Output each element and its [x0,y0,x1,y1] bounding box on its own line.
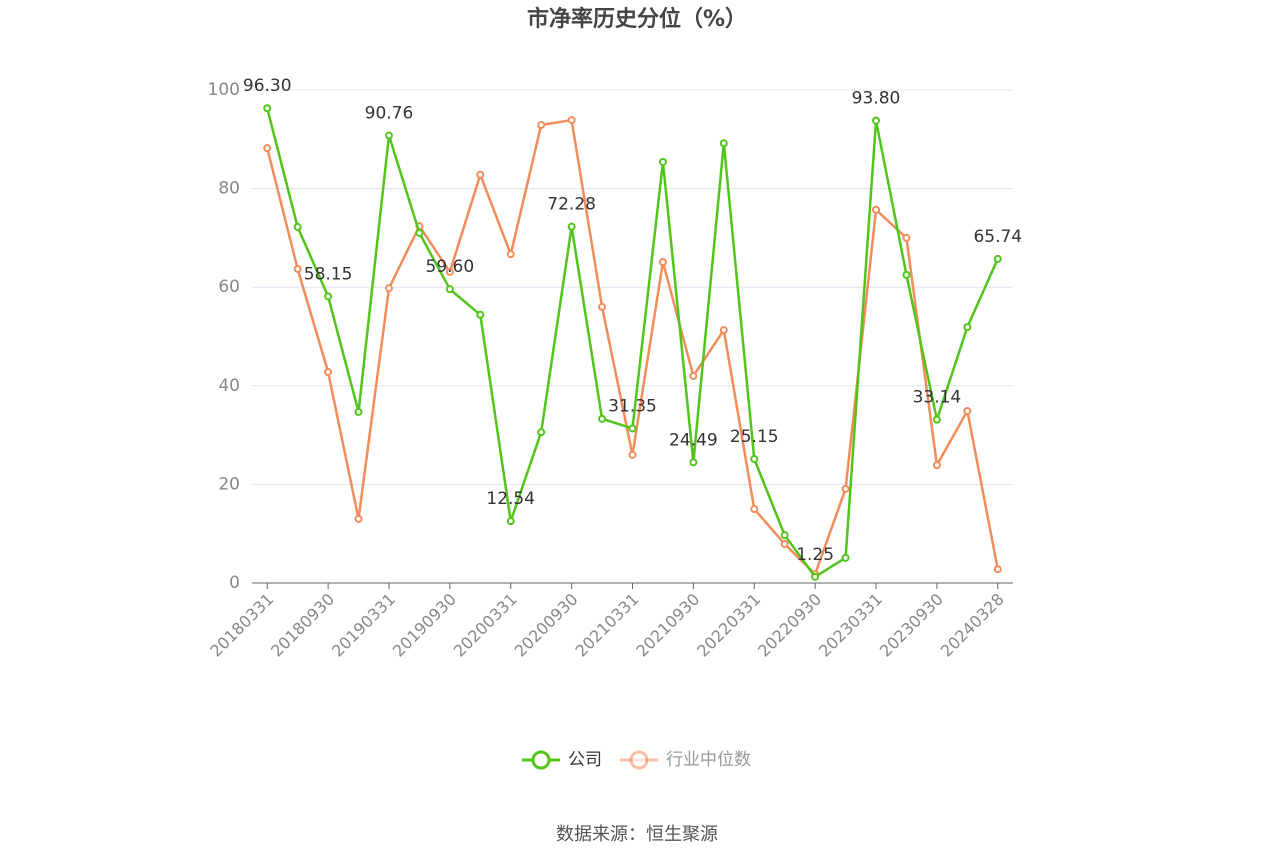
x-tick-label: 20180331 [206,590,277,661]
data-point [872,116,881,125]
data-point [445,285,454,294]
data-point [415,228,424,237]
data-point [993,565,1002,574]
data-point [324,292,333,301]
data-point [658,157,667,166]
data-point [384,131,393,140]
data-label: 90.76 [365,104,414,124]
data-point [872,205,881,214]
data-point [750,505,759,514]
data-point [445,267,454,276]
data-point [963,323,972,332]
data-point [811,572,820,581]
data-point [628,424,637,433]
x-tick-label: 20210331 [571,590,642,661]
data-label: 96.30 [243,76,292,96]
data-point [780,540,789,549]
x-tick-label: 20240328 [937,590,1008,661]
data-point [537,121,546,130]
x-tick-label: 20210930 [632,590,703,661]
data-point [841,484,850,493]
data-point [567,222,576,231]
data-point [506,517,515,526]
data-point [902,233,911,242]
data-point [689,458,698,467]
data-point [658,258,667,267]
legend-label: 公司 [568,750,602,770]
data-label: 31.35 [608,396,657,416]
data-point [780,531,789,540]
data-label: 12.54 [486,489,535,509]
data-point [932,415,941,424]
data-label: 25.15 [730,427,779,447]
data-point [263,144,272,153]
data-point [293,223,302,232]
data-label: 58.15 [304,264,353,284]
data-point [719,139,728,148]
data-label: 1.25 [796,545,834,565]
data-point [719,326,728,335]
data-label: 24.49 [669,430,718,450]
data-point [963,406,972,415]
legend-marker [531,750,551,770]
data-point [263,104,272,113]
data-label: 65.74 [973,227,1022,247]
y-tick-label: 40 [218,376,240,396]
data-point [476,170,485,179]
data-label: 93.80 [852,89,901,109]
data-point [689,371,698,380]
data-point [324,367,333,376]
data-point [993,254,1002,263]
data-point [628,450,637,459]
series-line [266,107,999,579]
data-point [354,407,363,416]
x-tick-label: 20220331 [693,590,764,661]
x-tick-label: 20180930 [267,590,338,661]
data-point [384,284,393,293]
x-tick-label: 20230331 [815,590,886,661]
data-point [598,414,607,423]
y-tick-label: 100 [208,80,240,100]
x-tick-label: 20220930 [754,590,825,661]
data-point [293,264,302,273]
data-point [902,270,911,279]
source-note: 数据来源：恒生聚源 [556,824,718,845]
data-point [841,553,850,562]
y-tick-label: 0 [229,573,240,593]
legend-marker [629,750,649,770]
x-tick-label: 20200930 [511,590,582,661]
data-point [476,310,485,319]
chart-title: 市净率历史分位（%） [527,6,747,32]
data-point [750,455,759,464]
legend-label: 行业中位数 [666,750,751,770]
y-tick-label: 80 [218,179,240,199]
y-tick-label: 20 [218,474,240,494]
x-tick-label: 20230930 [876,590,947,661]
data-point [537,428,546,437]
x-tick-label: 20190331 [328,590,399,661]
data-point [932,461,941,470]
data-point [354,514,363,523]
x-tick-label: 20200331 [450,590,521,661]
data-label: 33.14 [913,388,962,408]
data-point [506,250,515,259]
data-label: 59.60 [426,257,475,277]
data-point [567,116,576,125]
data-point [598,302,607,311]
x-tick-label: 20190930 [389,590,460,661]
y-tick-label: 60 [218,277,240,297]
data-label: 72.28 [547,195,596,215]
